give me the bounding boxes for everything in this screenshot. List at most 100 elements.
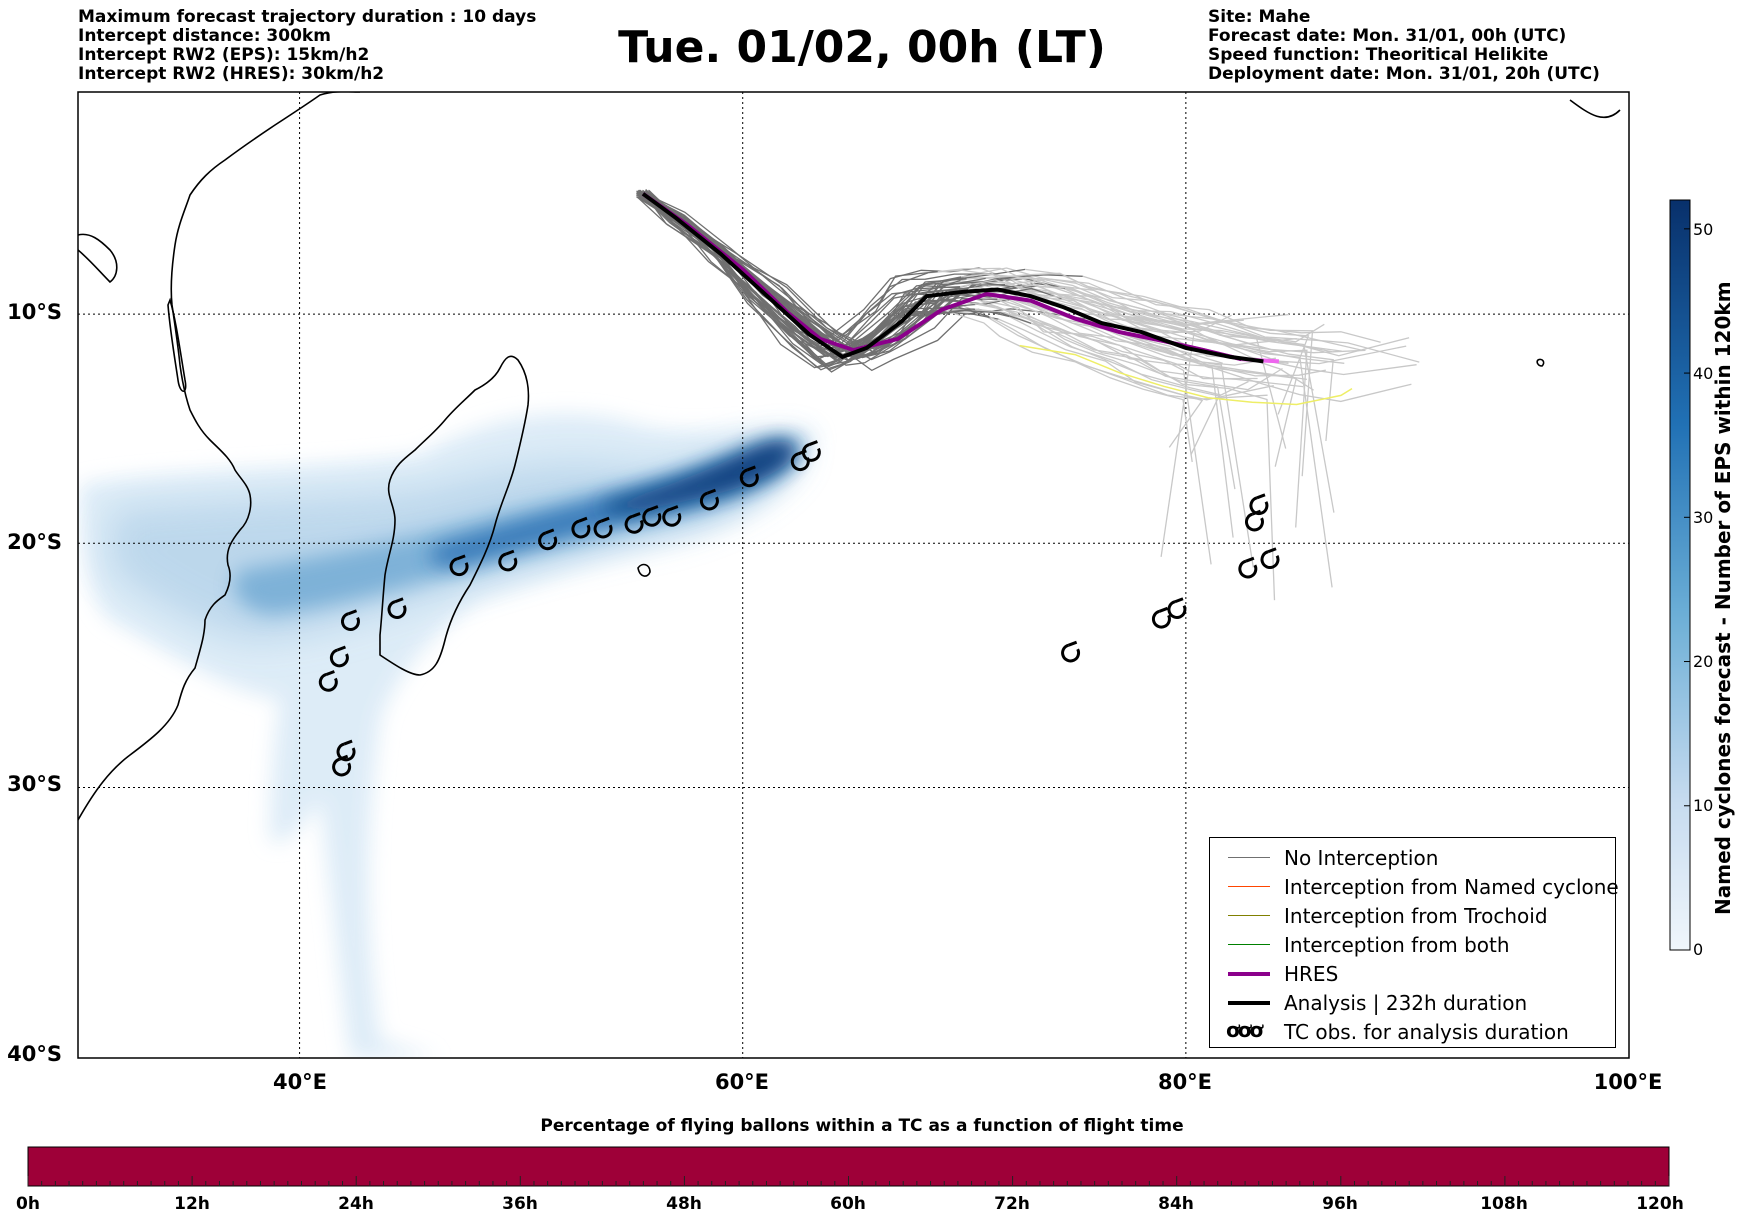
header-line: Intercept RW2 (HRES): 30km/h2 (78, 64, 385, 84)
ensemble-track (642, 190, 992, 352)
flight-time-tick: 0h (16, 1194, 40, 1214)
lat-label: 30°S (7, 772, 62, 796)
tc-observations (318, 440, 1280, 777)
trochoid-track (1019, 344, 1353, 406)
ensemble-track-tail (974, 308, 1221, 456)
ensemble-track-tail (1082, 275, 1381, 343)
ensemble-track (642, 189, 961, 358)
ensemble-track-tail (1025, 275, 1325, 343)
site-info: Site: Mahe Forecast date: Mon. 31/01, 00… (1208, 8, 1600, 84)
tc-obs-marker (642, 505, 662, 527)
tc-obs-marker (329, 645, 349, 668)
tc-obs-marker (624, 512, 644, 534)
tc-obs-marker (739, 465, 759, 488)
ensemble-track-tail (975, 297, 1298, 467)
lon-label: 40°E (272, 1070, 328, 1094)
ensemble-track-tail (1021, 284, 1366, 354)
ensemble-track-tail (985, 272, 1314, 477)
colorbar-tick-label: 50 (1693, 220, 1714, 239)
ensemble-track (648, 194, 1026, 353)
colorbar-tick-label: 10 (1693, 796, 1714, 815)
flight-time-tick: 24h (338, 1194, 374, 1214)
tc-obs-marker (1238, 556, 1258, 579)
tc-obs-marker (571, 516, 591, 539)
arabia-coast (78, 233, 118, 284)
flight-time-tick: 84h (1158, 1194, 1194, 1214)
island-small-4 (167, 297, 187, 393)
tc-obs-marker (449, 554, 469, 577)
hres-track (641, 192, 1242, 362)
colorbar-tick-label: 30 (1693, 508, 1714, 527)
tc-obs-marker (332, 754, 352, 777)
ensemble-track-tail (959, 279, 1286, 352)
map-title: Tue. 01/02, 00h (LT) (618, 22, 1106, 73)
flight-time-colorbar (27, 1146, 1670, 1187)
island-small-2 (1536, 358, 1545, 367)
flight-time-tick: 96h (1322, 1194, 1358, 1214)
tc-obs-marker (699, 488, 719, 511)
flight-time-bar-title: Percentage of flying ballons within a TC… (540, 1116, 1184, 1136)
tc-obs-marker (341, 609, 360, 631)
tc-obs-marker (538, 528, 558, 551)
ensemble-track-tail (1005, 278, 1420, 363)
flight-time-tick: 12h (174, 1194, 210, 1214)
header-line: Maximum forecast trajectory duration : 1… (78, 7, 537, 27)
tc-obs-marker (1167, 597, 1187, 619)
flight-time-tick: 36h (502, 1194, 538, 1214)
density-colorbar (1669, 199, 1691, 951)
ensemble-track-tail (1009, 299, 1307, 381)
lat-label: 10°S (7, 300, 62, 324)
header-line: Deployment date: Mon. 31/01, 20h (UTC) (1208, 64, 1600, 84)
ensemble-track-tail (960, 291, 1234, 538)
tc-obs-symbol-icon: ơơơ (1226, 1018, 1263, 1042)
header-line: Intercept distance: 300km (78, 26, 331, 46)
flight-time-tick: 120h (1636, 1194, 1684, 1214)
tc-obs-marker (1260, 547, 1280, 569)
header-line: Speed function: Theoritical Helikite (1208, 45, 1549, 65)
tc-obs-marker (801, 440, 821, 462)
flight-time-tick: 108h (1480, 1194, 1528, 1214)
tc-obs-marker (498, 549, 518, 572)
header-line: Site: Mahe (1208, 7, 1311, 27)
colorbar-tick-label: 40 (1693, 364, 1714, 383)
coastlines (78, 92, 1621, 821)
lat-label: 20°S (7, 530, 62, 554)
lon-label: 60°E (714, 1070, 770, 1094)
tc-obs-marker (1151, 606, 1171, 629)
lat-label: 40°S (7, 1042, 62, 1066)
map-frame (77, 91, 1630, 1059)
graticule (78, 92, 1629, 1058)
island-small-1 (637, 563, 651, 577)
ensemble-track-tail (1069, 287, 1410, 357)
tc-obs-marker (318, 670, 338, 692)
ensemble-track-tail (1015, 296, 1277, 366)
ensemble-trajectories (636, 189, 1420, 601)
africa-coast (78, 92, 360, 821)
ensemble-track (644, 190, 1066, 354)
lon-label: 100°E (1593, 1070, 1663, 1094)
ensemble-track-tail (960, 300, 1258, 380)
tc-obs-marker (1245, 509, 1264, 532)
ensemble-track-tail (997, 294, 1417, 376)
ensemble-track-tail (1030, 322, 1276, 601)
tc-obs-marker (593, 516, 613, 539)
ensemble-track-tail (988, 316, 1268, 400)
flight-time-tick: 48h (666, 1194, 702, 1214)
analysis-track (641, 192, 1264, 364)
ensemble-track-tail (937, 267, 1290, 326)
cyclone-density-field (80, 413, 816, 1058)
flight-time-tick: 72h (994, 1194, 1030, 1214)
lon-label: 80°E (1157, 1070, 1213, 1094)
tc-obs-marker (662, 505, 682, 527)
header-line: Forecast date: Mon. 31/01, 00h (UTC) (1208, 26, 1567, 46)
tc-obs-marker (387, 597, 407, 619)
run-parameters: Maximum forecast trajectory duration : 1… (78, 8, 536, 84)
flight-time-tick: 60h (830, 1194, 866, 1214)
island-small-3 (1569, 99, 1621, 119)
colorbar-tick-label: 20 (1693, 652, 1714, 671)
header-line: Intercept RW2 (EPS): 15km/h2 (78, 45, 370, 65)
map-legend: No Interception Interception from Named … (1209, 837, 1619, 1048)
ensemble-track-tail (942, 309, 1193, 463)
colorbar-title: Named cyclones forecast - Number of EPS … (1711, 281, 1735, 915)
